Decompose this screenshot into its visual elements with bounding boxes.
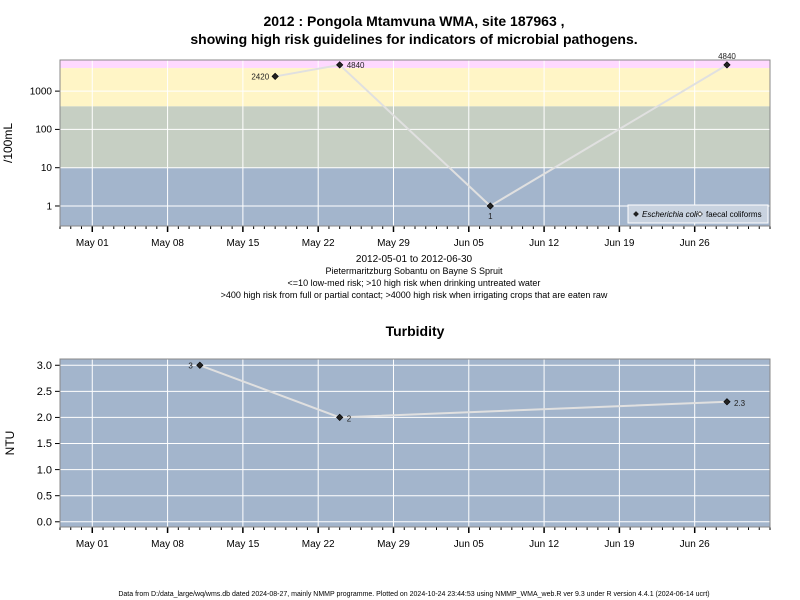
x-tick-label: Jun 19 <box>604 238 634 249</box>
legend-label: faecal coliforms <box>706 210 762 219</box>
x-tick-label: May 22 <box>302 539 335 550</box>
y-tick-label: 1.5 <box>37 438 52 450</box>
data-point <box>271 72 279 81</box>
x-tick-label: Jun 05 <box>454 539 484 550</box>
x-tick-label: Jun 19 <box>604 539 634 550</box>
ecoli-panel: 1 10 100 1000 May 01 May 08 May 15 May 22 May 29… <box>1 52 771 249</box>
data-point <box>336 413 344 422</box>
x-tick-label: May 01 <box>76 539 109 550</box>
data-label: 2 <box>347 414 352 423</box>
y-tick-label: 1.0 <box>37 464 52 476</box>
x-tick-label: Jun 26 <box>680 238 710 249</box>
data-label: 4840 <box>347 61 365 70</box>
x-tick-label: May 01 <box>76 238 109 249</box>
y-tick-label: 1000 <box>30 86 53 97</box>
data-label: 4840 <box>718 52 736 61</box>
y-tick-label: 100 <box>35 125 52 136</box>
data-label: 2.3 <box>734 399 746 408</box>
y-tick-label: 1 <box>46 201 52 212</box>
x-tick-label: May 29 <box>377 238 410 249</box>
x-tick-label: Jun 26 <box>680 539 710 550</box>
x-tick-label: May 15 <box>226 539 259 550</box>
plot-frame <box>59 358 771 528</box>
x-tick-label: May 22 <box>302 238 335 249</box>
y-tick-label: 2.5 <box>37 386 52 398</box>
x-tick-label: May 08 <box>151 238 184 249</box>
x-tick-label: Jun 12 <box>529 238 559 249</box>
legend-marker <box>633 211 639 217</box>
caption-line: >400 high risk from full or partial cont… <box>221 290 608 300</box>
caption-line: 2012-05-01 to 2012-06-30 <box>356 254 473 265</box>
footer-note: Data from D:/data_large/wq/wms.db dated … <box>118 591 709 598</box>
plot-frame <box>59 59 771 227</box>
x-tick-label: Jun 12 <box>529 539 559 550</box>
plot-background <box>60 359 770 527</box>
panel-title: Turbidity <box>386 323 445 339</box>
y-tick-label: 0.0 <box>37 516 52 528</box>
y-tick-label: 3.0 <box>37 360 52 372</box>
x-tick-label: May 08 <box>151 539 184 550</box>
turbidity-panel: 0.0 0.5 1.0 1.5 2.0 2.5 3.0 May 01 May 08 May 15 M… <box>3 323 771 550</box>
data-point <box>723 61 731 69</box>
data-point <box>723 398 731 406</box>
x-tick-label: May 29 <box>377 539 410 550</box>
series-line <box>274 63 728 208</box>
x-tick-label: Jun 05 <box>454 238 484 249</box>
ecoli-caption: 2012-05-01 to 2012-06-30Pietermaritzburg… <box>221 254 608 300</box>
legend-marker <box>697 211 703 217</box>
legend-label: Escherichia coli <box>642 210 698 219</box>
band-400-4000 <box>60 68 770 107</box>
data-point <box>486 202 494 210</box>
y-axis-label: NTU <box>3 431 17 456</box>
chart-title-line1: 2012 : Pongola Mtamvuna WMA, site 187963… <box>263 13 564 29</box>
data-label: 3 <box>188 361 193 370</box>
y-tick-label: 2.0 <box>37 412 52 424</box>
data-label: 2420 <box>251 72 269 81</box>
y-tick-label: 0.5 <box>37 490 52 502</box>
caption-line: Pietermaritzburg Sobantu on Bayne S Spru… <box>325 266 503 276</box>
y-tick-label: 10 <box>41 163 53 174</box>
data-point <box>196 361 204 369</box>
data-point <box>336 61 344 69</box>
band-above-4000 <box>60 60 770 69</box>
y-axis-label: /100mL <box>1 123 15 163</box>
chart-title-line2: showing high risk guidelines for indicat… <box>190 31 637 47</box>
caption-line: <=10 low-med risk; >10 high risk when dr… <box>288 278 541 288</box>
data-label: 1 <box>488 212 493 221</box>
x-tick-label: May 15 <box>226 238 259 249</box>
band-10-400 <box>60 106 770 168</box>
